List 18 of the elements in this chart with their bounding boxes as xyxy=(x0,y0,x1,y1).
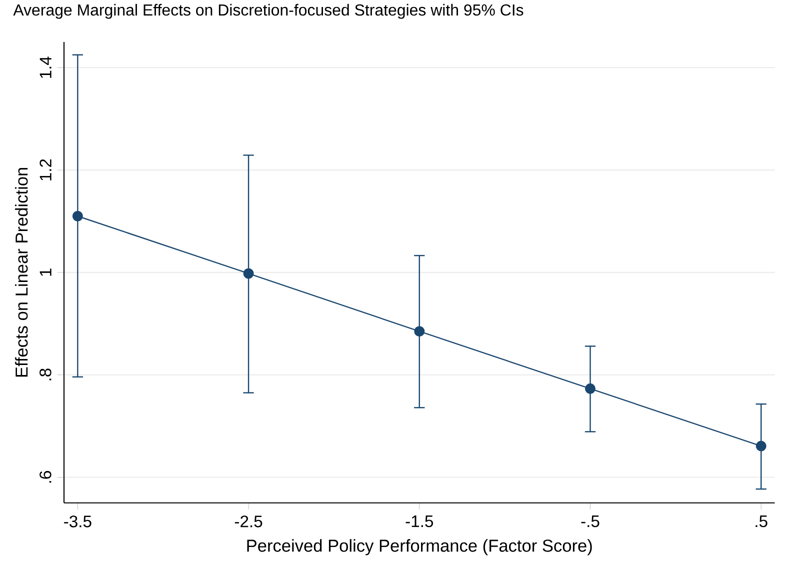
y-tick-label: 1.2 xyxy=(40,159,52,180)
point xyxy=(72,210,83,222)
x-tick-label: -.5 xyxy=(581,516,600,528)
chart-title: Average Marginal Effects on Discretion-focused Strategies with 95% CIs xyxy=(13,4,524,19)
y-tick-label: .6 xyxy=(40,471,52,483)
x-tick-label: .5 xyxy=(756,516,768,528)
point xyxy=(414,326,425,337)
point xyxy=(584,384,596,394)
y-tick-label: 1 xyxy=(40,268,52,276)
y-axis-title: Effects on Linear Prediction xyxy=(15,168,28,377)
point xyxy=(243,268,254,279)
y-tick-label: .8 xyxy=(40,368,52,380)
y-tick-label: 1.4 xyxy=(40,56,52,78)
x-tick-label: -1.5 xyxy=(406,516,434,528)
x-tick-label: -3.5 xyxy=(64,516,92,528)
point xyxy=(756,440,766,452)
x-axis-title: Perceived Policy Performance (Factor Score) xyxy=(247,539,592,556)
x-tick-label: -2.5 xyxy=(234,516,262,528)
